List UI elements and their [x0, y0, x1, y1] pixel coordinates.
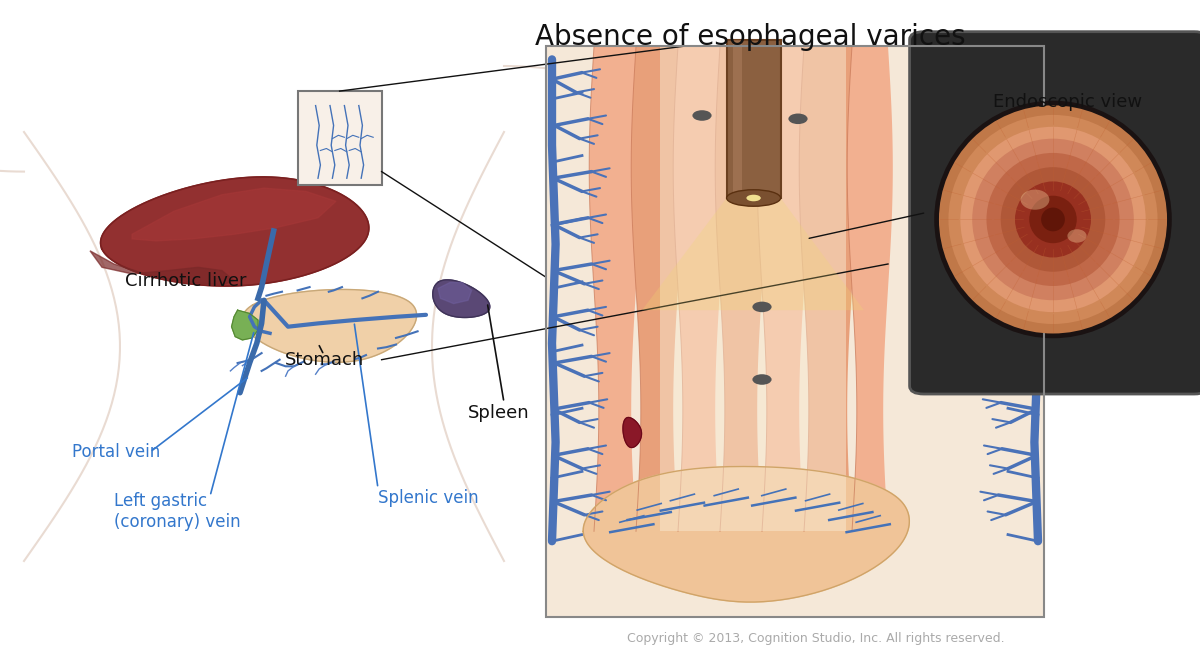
Polygon shape — [583, 467, 910, 602]
Ellipse shape — [1001, 167, 1105, 272]
Bar — [546, 46, 1044, 617]
FancyBboxPatch shape — [910, 32, 1200, 394]
Polygon shape — [757, 46, 809, 531]
Text: Copyright © 2013, Cognition Studio, Inc. All rights reserved.: Copyright © 2013, Cognition Studio, Inc.… — [628, 632, 1004, 645]
Ellipse shape — [1015, 182, 1091, 257]
Bar — [732, 40, 742, 198]
Ellipse shape — [960, 127, 1146, 312]
Text: Cirrhotic liver: Cirrhotic liver — [125, 271, 247, 290]
Polygon shape — [232, 310, 258, 340]
Ellipse shape — [1042, 207, 1064, 231]
Bar — [660, 46, 846, 531]
Ellipse shape — [935, 100, 1172, 338]
Ellipse shape — [972, 139, 1134, 300]
Circle shape — [752, 302, 772, 312]
Text: Portal vein: Portal vein — [72, 443, 161, 461]
Polygon shape — [847, 46, 893, 531]
Text: Endoscopic view: Endoscopic view — [994, 93, 1142, 112]
Ellipse shape — [727, 190, 781, 207]
Polygon shape — [433, 280, 490, 317]
Text: Absence of esophageal varices: Absence of esophageal varices — [535, 23, 965, 51]
Text: Spleen: Spleen — [468, 403, 529, 422]
Circle shape — [692, 110, 712, 121]
Bar — [298, 91, 382, 185]
Polygon shape — [642, 198, 864, 310]
Polygon shape — [90, 251, 234, 285]
Polygon shape — [631, 46, 683, 531]
Circle shape — [788, 114, 808, 124]
Polygon shape — [715, 46, 767, 531]
Ellipse shape — [1068, 229, 1087, 243]
Bar — [727, 40, 781, 198]
Polygon shape — [589, 46, 641, 531]
Ellipse shape — [938, 106, 1168, 333]
Ellipse shape — [1030, 195, 1076, 243]
Polygon shape — [132, 188, 336, 241]
Ellipse shape — [986, 153, 1120, 286]
Polygon shape — [799, 46, 857, 531]
Ellipse shape — [1020, 189, 1050, 210]
Text: Left gastric
(coronary) vein: Left gastric (coronary) vein — [114, 492, 241, 531]
Ellipse shape — [948, 115, 1158, 324]
Polygon shape — [101, 177, 368, 286]
Bar — [546, 46, 1044, 617]
Polygon shape — [673, 46, 725, 531]
Text: Stomach: Stomach — [284, 350, 364, 369]
Polygon shape — [438, 282, 472, 304]
Text: Splenic vein: Splenic vein — [378, 489, 479, 508]
Circle shape — [752, 374, 772, 385]
Polygon shape — [623, 418, 642, 447]
Polygon shape — [242, 290, 416, 362]
Ellipse shape — [746, 195, 761, 201]
